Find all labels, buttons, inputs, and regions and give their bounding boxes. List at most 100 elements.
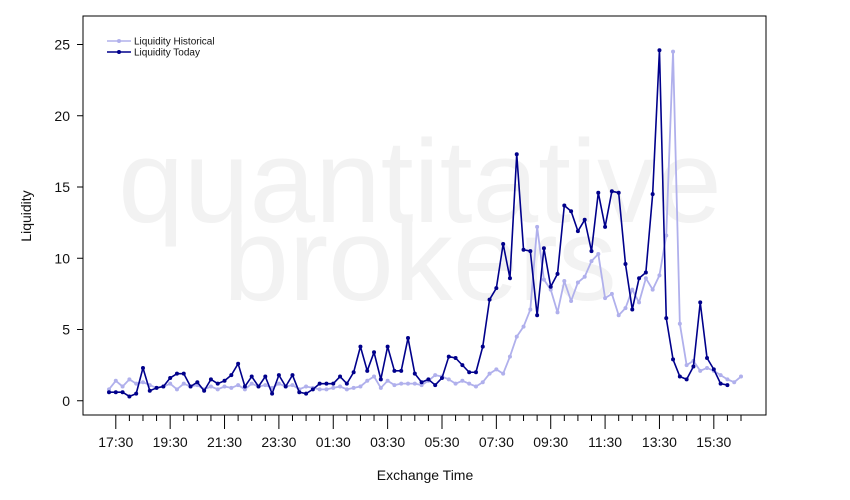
point-historical [473, 384, 478, 389]
point-historical [181, 381, 186, 386]
point-historical [344, 387, 349, 392]
point-historical [236, 383, 241, 388]
point-today [147, 388, 152, 393]
point-historical [548, 287, 553, 292]
point-today [208, 377, 213, 382]
x-tick-label: 15:30 [696, 434, 731, 450]
point-historical [664, 233, 669, 238]
point-historical [168, 381, 173, 386]
point-historical [494, 367, 499, 372]
point-today [548, 284, 553, 289]
point-historical [249, 381, 254, 386]
point-historical [541, 277, 546, 282]
legend: Liquidity Historical Liquidity Today [107, 37, 215, 59]
point-today [664, 316, 669, 321]
point-historical [460, 378, 465, 383]
point-historical [140, 380, 145, 385]
point-historical [208, 384, 213, 389]
point-today [555, 271, 560, 276]
point-today [297, 390, 302, 395]
point-historical [603, 296, 608, 301]
point-today [406, 336, 411, 341]
point-today [154, 385, 159, 390]
point-today [168, 375, 173, 380]
point-today [324, 381, 329, 386]
point-today [365, 368, 370, 373]
point-today [378, 377, 383, 382]
point-historical [127, 377, 132, 382]
point-today [671, 357, 676, 362]
y-tick-label: 20 [54, 108, 70, 124]
x-tick-label: 05:30 [424, 434, 459, 450]
point-historical [535, 224, 540, 229]
point-historical [487, 371, 492, 376]
point-historical [378, 385, 383, 390]
point-today [107, 390, 111, 395]
point-today [433, 383, 438, 388]
y-axis-title: Liquidity [18, 190, 34, 241]
legend-entry-today: Liquidity Today [107, 48, 200, 59]
point-today [705, 356, 710, 360]
x-tick-label: 17:30 [98, 434, 133, 450]
point-today [507, 276, 512, 281]
point-today [630, 307, 635, 312]
point-today [460, 363, 465, 368]
point-today [589, 249, 594, 254]
legend-entry-historical: Liquidity Historical [107, 37, 215, 48]
point-today [650, 192, 655, 197]
point-today [569, 209, 574, 214]
point-today [698, 300, 703, 305]
y-tick-label: 0 [62, 393, 70, 409]
point-historical [596, 251, 601, 256]
point-historical [317, 387, 322, 392]
point-today [113, 390, 118, 395]
point-today [215, 381, 220, 386]
point-today [473, 370, 478, 375]
y-tick-label: 15 [54, 179, 70, 195]
x-tick-label: 21:30 [207, 434, 242, 450]
point-today [616, 190, 621, 195]
point-today [161, 384, 166, 389]
point-historical [725, 377, 730, 382]
y-tick-label: 10 [54, 250, 70, 266]
point-historical [276, 381, 281, 386]
y-tick-label: 25 [54, 37, 70, 53]
point-today [202, 388, 207, 393]
point-historical [433, 373, 438, 378]
point-today [677, 374, 682, 379]
plot-frame [82, 15, 767, 416]
point-today [480, 344, 485, 349]
point-historical [174, 387, 179, 392]
point-today [521, 247, 526, 252]
point-today [229, 373, 234, 378]
point-today [358, 344, 363, 349]
point-today [467, 370, 472, 375]
point-today [120, 390, 125, 395]
point-historical [616, 313, 621, 318]
point-today [372, 350, 377, 355]
point-today [711, 367, 716, 372]
point-historical [242, 387, 247, 392]
point-today [596, 190, 601, 195]
x-tick-label: 01:30 [316, 434, 351, 450]
point-historical [507, 354, 512, 359]
point-historical [514, 334, 519, 339]
point-historical [671, 49, 676, 54]
point-today [684, 377, 689, 382]
point-historical [528, 307, 533, 312]
watermark-line-2: brokers [223, 194, 616, 326]
point-today [140, 365, 145, 370]
point-historical [575, 280, 580, 285]
point-today [127, 394, 132, 399]
point-today [174, 371, 179, 376]
point-today [725, 383, 730, 388]
point-historical [732, 380, 737, 385]
point-today [494, 286, 499, 291]
point-historical [338, 384, 343, 389]
point-historical [480, 380, 485, 385]
point-today [283, 384, 288, 389]
x-tick-label: 09:30 [533, 434, 568, 450]
point-today [657, 48, 662, 53]
point-today [426, 377, 431, 382]
